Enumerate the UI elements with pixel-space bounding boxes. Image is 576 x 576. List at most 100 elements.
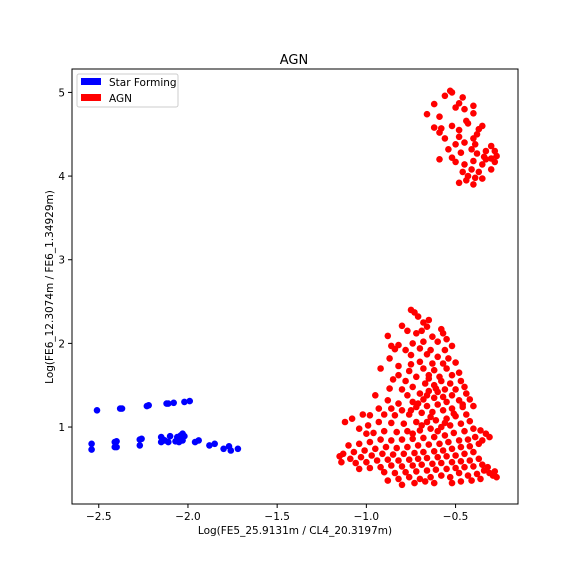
x-axis-label: Log(FE5_25.9131m / CL4_20.3197m) [198, 525, 392, 537]
point-agn [425, 375, 433, 382]
point-agn [482, 156, 490, 163]
point-agn [388, 405, 395, 412]
point-agn [345, 442, 352, 449]
point-agn [393, 428, 401, 436]
point-agn [384, 397, 392, 404]
point-agn [470, 102, 477, 110]
point-agn [448, 371, 456, 379]
point-agn [438, 472, 445, 479]
point-agn [363, 430, 370, 438]
point-agn [429, 408, 436, 416]
point-agn [411, 479, 418, 487]
point-agn [477, 427, 484, 434]
point-agn [475, 455, 483, 463]
point-agn [434, 338, 442, 346]
point-agn [400, 450, 408, 458]
point-agn [446, 380, 454, 387]
point-agn [398, 407, 406, 414]
point-agn [423, 351, 431, 358]
point-agn [404, 427, 411, 435]
point-agn [380, 468, 388, 476]
chart-title: AGN [280, 53, 308, 68]
point-agn [461, 139, 468, 146]
point-agn [471, 174, 479, 182]
point-agn [470, 402, 477, 410]
point-agn [393, 444, 401, 452]
point-agn [409, 340, 417, 347]
point-agn [355, 425, 363, 433]
point-agn [473, 131, 481, 138]
point-agn [455, 126, 463, 134]
point-agn [436, 440, 443, 448]
point-agn [452, 464, 459, 472]
point-agn [352, 459, 360, 467]
point-agn [463, 390, 470, 397]
point-agn [448, 445, 456, 453]
point-agn [443, 398, 450, 406]
legend-label-star-forming: Star Forming [109, 77, 177, 89]
point-agn [423, 323, 431, 331]
point-agn [423, 454, 431, 462]
x-tick-label: −2.5 [86, 511, 112, 523]
point-agn [418, 409, 426, 417]
point-agn [430, 448, 438, 455]
point-agn [366, 412, 374, 419]
point-agn [445, 146, 452, 153]
point-agn [421, 380, 429, 387]
point-agn [455, 369, 463, 377]
point-agn [357, 453, 365, 461]
point-agn [423, 402, 431, 410]
point-agn [416, 390, 424, 397]
point-agn [441, 432, 449, 439]
point-agn [470, 448, 477, 456]
point-agn [402, 468, 409, 476]
point-agn [409, 383, 417, 391]
point-star-forming [211, 440, 218, 448]
point-agn [430, 479, 438, 487]
point-agn [427, 473, 434, 481]
point-agn [341, 418, 349, 426]
point-agn [425, 441, 433, 448]
point-agn [443, 335, 450, 343]
point-agn [448, 89, 456, 96]
point-agn [409, 435, 417, 443]
point-agn [461, 450, 468, 458]
point-agn [404, 443, 411, 451]
point-star-forming [138, 435, 145, 443]
point-agn [466, 417, 474, 425]
point-agn [391, 345, 399, 353]
point-agn [445, 355, 452, 362]
point-agn [475, 440, 483, 448]
point-agn [434, 427, 442, 435]
point-agn [452, 386, 459, 393]
point-star-forming [166, 432, 174, 440]
point-agn [409, 462, 417, 469]
point-agn [493, 152, 500, 160]
point-agn [457, 420, 465, 428]
point-agn [479, 461, 486, 469]
point-agn [429, 360, 436, 367]
point-star-forming [113, 443, 120, 451]
point-agn [416, 358, 424, 366]
point-agn [464, 436, 472, 443]
point-agn [398, 322, 406, 330]
point-agn [441, 386, 449, 393]
point-agn [414, 442, 422, 449]
y-tick-label: 5 [58, 87, 65, 99]
point-agn [470, 110, 477, 117]
legend-swatch-star-forming [81, 78, 101, 85]
point-agn [434, 453, 442, 461]
point-agn [366, 438, 374, 446]
point-agn [443, 365, 450, 372]
point-agn [430, 394, 438, 402]
point-agn [457, 443, 465, 451]
point-agn [466, 396, 474, 403]
y-tick-label: 2 [58, 338, 65, 350]
point-agn [372, 392, 379, 399]
point-agn [461, 161, 468, 168]
legend-label-agn: AGN [109, 93, 132, 105]
point-agn [479, 175, 486, 182]
point-agn [470, 181, 477, 188]
point-agn [407, 351, 415, 359]
point-agn [395, 457, 402, 464]
